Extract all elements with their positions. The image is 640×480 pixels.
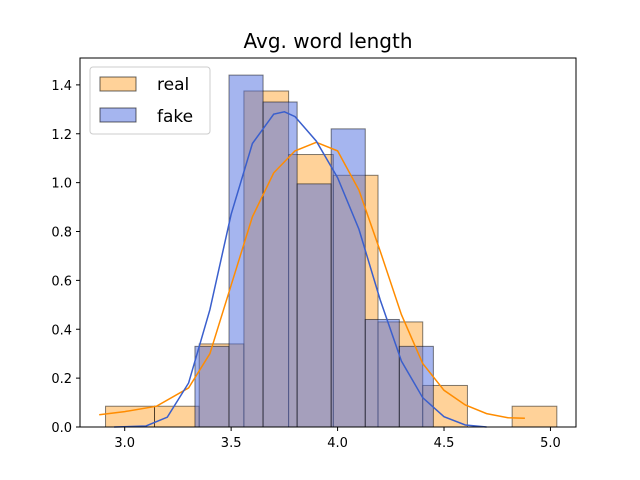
- legend-swatch-real: [99, 76, 137, 92]
- legend-label-fake: fake: [157, 107, 193, 127]
- x-tick-label: 4.0: [327, 436, 348, 451]
- bar-fake-2: [262, 101, 298, 428]
- bar-fake-6: [398, 345, 434, 428]
- kde-layer: [99, 111, 525, 428]
- y-axis: 0.0 0.2 0.4 0.6 0.8 1.0 1.2 1.4: [51, 79, 80, 436]
- legend-swatch-fake: [99, 107, 137, 123]
- y-tick-label: 1.0: [51, 177, 72, 192]
- x-tick-label: 3.0: [114, 436, 135, 451]
- bar-fake-3: [296, 183, 332, 428]
- bar-real-9: [511, 405, 558, 428]
- bar-real-0: [105, 405, 156, 428]
- x-tick-label: 4.5: [434, 436, 455, 451]
- chart-title: Avg. word length: [243, 29, 412, 53]
- y-tick-label: 0.8: [51, 226, 72, 241]
- x-axis: 3.0 3.5 4.0 4.5 5.0: [114, 427, 561, 451]
- kde-line-real: [99, 141, 525, 419]
- x-tick-label: 5.0: [540, 436, 561, 451]
- y-tick-label: 0.2: [51, 372, 72, 387]
- bar-fake-5: [364, 318, 400, 428]
- bar-real-1: [154, 405, 200, 428]
- y-tick-label: 1.2: [51, 128, 72, 143]
- legend: real fake: [89, 66, 211, 135]
- plot-frame: [79, 57, 577, 428]
- bar-fake-4: [330, 128, 366, 428]
- x-tick-label: 3.5: [221, 436, 242, 451]
- kde-line-fake: [114, 111, 487, 428]
- bar-fake-1: [228, 74, 264, 428]
- y-tick-label: 0.6: [51, 274, 72, 289]
- bar-fake-0: [194, 345, 230, 428]
- bars-layer: [105, 74, 558, 428]
- y-tick-label: 1.4: [51, 79, 72, 94]
- y-tick-label: 0.4: [51, 323, 72, 338]
- legend-label-real: real: [157, 75, 189, 95]
- y-tick-label: 0.0: [51, 421, 72, 436]
